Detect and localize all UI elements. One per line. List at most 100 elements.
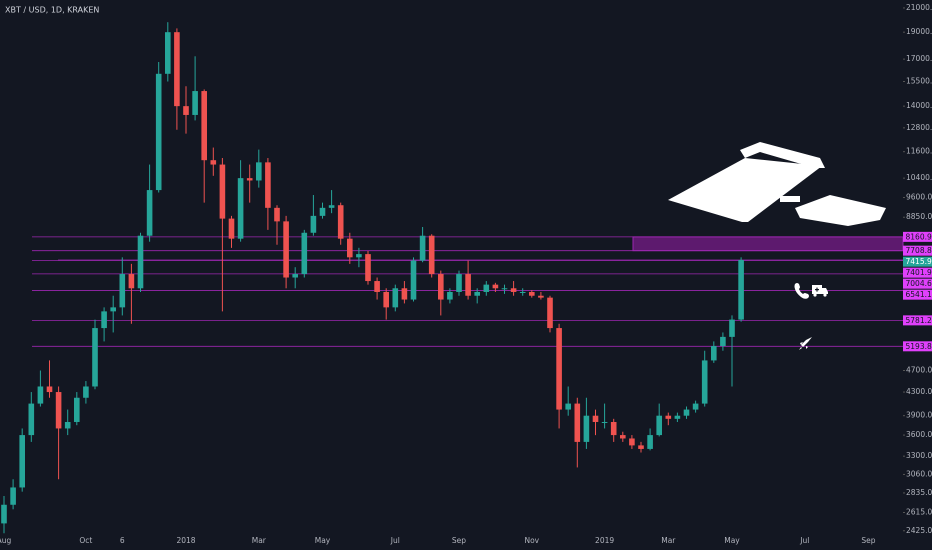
price-label: 7415.9 xyxy=(906,257,932,266)
candle-body xyxy=(174,32,180,107)
x-tick-label: May xyxy=(315,536,331,545)
candle-body xyxy=(501,288,508,290)
candle-body xyxy=(310,215,317,233)
candle-body xyxy=(210,160,217,165)
candle-body xyxy=(337,205,344,239)
price-label-box xyxy=(903,289,932,300)
x-tick-label: 6 xyxy=(120,536,125,545)
price-label: 8160.9 xyxy=(906,232,932,241)
zone xyxy=(632,236,904,252)
price-label: 6541.1 xyxy=(906,290,932,299)
candle-body xyxy=(583,415,590,442)
chart-title: XBT / USD, 1D, KRAKEN xyxy=(5,6,99,15)
y-tick-label: 4700.0 xyxy=(906,366,932,375)
price-label-box xyxy=(903,315,932,326)
candle-body xyxy=(101,311,107,329)
y-tick-label: 11600.0 xyxy=(906,147,932,156)
candle-body xyxy=(110,307,116,312)
candle-body xyxy=(246,178,253,181)
candle-body xyxy=(638,445,644,449)
candle-body xyxy=(237,178,244,239)
candle-body xyxy=(601,421,608,423)
candle-body xyxy=(256,162,262,181)
candle-body xyxy=(10,487,16,505)
price-label-box xyxy=(903,231,932,242)
candle-body xyxy=(55,392,62,429)
price-label-box xyxy=(903,341,932,352)
candle-body xyxy=(683,409,690,416)
x-tick-label: Sep xyxy=(861,536,875,545)
candle-body xyxy=(692,403,699,410)
candle-body xyxy=(274,207,280,222)
price-label: 7708.8 xyxy=(906,246,932,255)
candle-body xyxy=(201,91,207,161)
y-tick-label: 3300.0 xyxy=(906,451,932,460)
x-tick-label: Sep xyxy=(452,536,466,545)
y-tick-label: 19000.0 xyxy=(906,27,932,36)
candle-body xyxy=(92,328,98,387)
candle-body xyxy=(438,274,444,300)
x-tick-label: May xyxy=(724,536,740,545)
candle-body xyxy=(556,328,562,410)
candle-body xyxy=(119,274,126,308)
x-tick-label: Jul xyxy=(799,536,809,545)
candle-body xyxy=(620,435,626,439)
candle-body xyxy=(37,386,44,404)
candle-body xyxy=(738,260,744,320)
candle-body xyxy=(720,336,726,347)
candle-body xyxy=(192,91,198,115)
candle-body xyxy=(83,386,89,398)
candle-body xyxy=(428,235,435,275)
y-tick-label: 9600.0 xyxy=(906,193,932,202)
candle-body xyxy=(592,415,599,422)
y-tick-label: 2425.0 xyxy=(906,526,932,535)
y-tick-label: 17000.0 xyxy=(906,54,932,63)
candle-body xyxy=(292,274,298,278)
candle-body xyxy=(492,284,499,289)
y-tick-label: 15500.0 xyxy=(906,76,932,85)
candle-body xyxy=(28,403,35,436)
price-label: 7401.9 xyxy=(906,268,932,277)
y-tick-label: 3900.0 xyxy=(906,411,932,420)
price-label-box xyxy=(903,256,932,267)
candle-body xyxy=(419,235,426,261)
y-tick-label: 3600.0 xyxy=(906,430,932,439)
candle-body xyxy=(465,274,471,296)
candle-body xyxy=(137,235,144,289)
phone-icon xyxy=(794,283,809,299)
level-layer xyxy=(32,236,903,347)
candle-body xyxy=(456,274,462,292)
candle-body xyxy=(547,297,553,329)
candle-body xyxy=(401,288,408,300)
price-label-box xyxy=(903,278,932,289)
candle-body xyxy=(510,288,517,292)
candle-body xyxy=(447,291,453,300)
price-label: 7004.6 xyxy=(906,279,932,288)
candle-body xyxy=(565,403,571,410)
candle-body xyxy=(128,274,135,289)
price-label: 5781.2 xyxy=(906,316,932,325)
candle-body xyxy=(629,438,635,446)
candle-body xyxy=(328,205,335,208)
candle-body xyxy=(1,504,7,524)
price-label-box xyxy=(903,267,932,278)
candle-body xyxy=(529,291,535,296)
candle-body xyxy=(574,403,581,442)
price-label-box xyxy=(903,245,932,256)
y-tick-label: 21000.0 xyxy=(906,3,932,12)
y-tick-label: 2835.0 xyxy=(906,488,932,497)
candle-body xyxy=(410,260,417,300)
candle-body xyxy=(146,190,153,236)
candle-body xyxy=(265,162,271,208)
candle-body xyxy=(301,232,308,275)
candle-body xyxy=(165,32,171,74)
candle-body xyxy=(610,421,617,436)
candle-body xyxy=(46,386,53,393)
candle-body xyxy=(647,435,653,449)
candle-layer xyxy=(1,22,744,534)
candle-body xyxy=(228,218,235,239)
candle-body xyxy=(74,397,80,422)
satellite-icon xyxy=(668,142,886,226)
x-tick-label: Oct xyxy=(79,536,92,545)
